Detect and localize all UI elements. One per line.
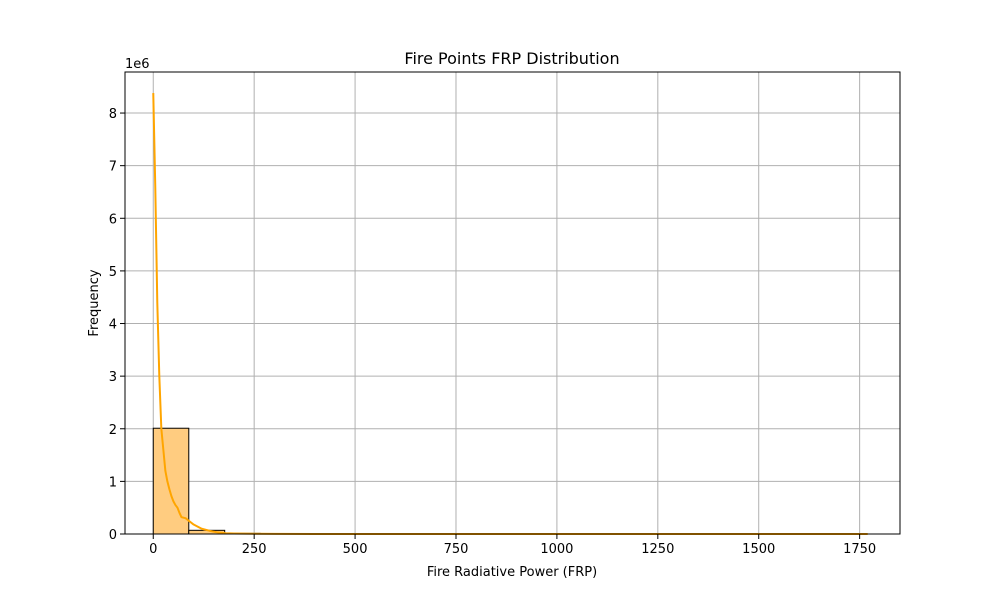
grid	[125, 72, 900, 535]
y-tick-label-2: 2	[109, 423, 117, 438]
kde-curve	[152, 93, 868, 535]
x-ticks: 0 250 500 750 1000 1250 1500 1750	[149, 534, 876, 557]
y-tick-label-4: 4	[109, 318, 117, 333]
x-tick-label-2: 500	[343, 542, 368, 557]
y-ticks: 0 1 2 3 4 5 6 7 8	[109, 107, 125, 543]
x-tick-label-3: 750	[444, 542, 469, 557]
x-tick-label-7: 1750	[843, 542, 876, 557]
y-tick-label-7: 7	[109, 160, 117, 175]
y-axis-label: Frequency	[87, 269, 102, 336]
kde-line	[152, 93, 868, 535]
x-tick-label-0: 0	[149, 542, 157, 557]
x-tick-label-5: 1250	[641, 542, 674, 557]
y-tick-label-6: 6	[109, 212, 117, 227]
y-tick-label-3: 3	[109, 370, 117, 385]
histogram-bar-0	[152, 427, 190, 535]
x-tick-label-6: 1500	[742, 542, 775, 557]
plot-frame	[124, 71, 901, 535]
x-tick-label-1: 250	[242, 542, 267, 557]
y-tick-label-8: 8	[109, 107, 117, 122]
x-tick-label-4: 1000	[540, 542, 573, 557]
x-axis-label: Fire Radiative Power (FRP)	[427, 565, 597, 580]
y-tick-label-1: 1	[109, 475, 117, 490]
y-scale-label: 1e6	[125, 57, 150, 72]
y-tick-label-0: 0	[109, 528, 117, 543]
chart-title: Fire Points FRP Distribution	[404, 49, 619, 68]
y-tick-label-5: 5	[109, 265, 117, 280]
